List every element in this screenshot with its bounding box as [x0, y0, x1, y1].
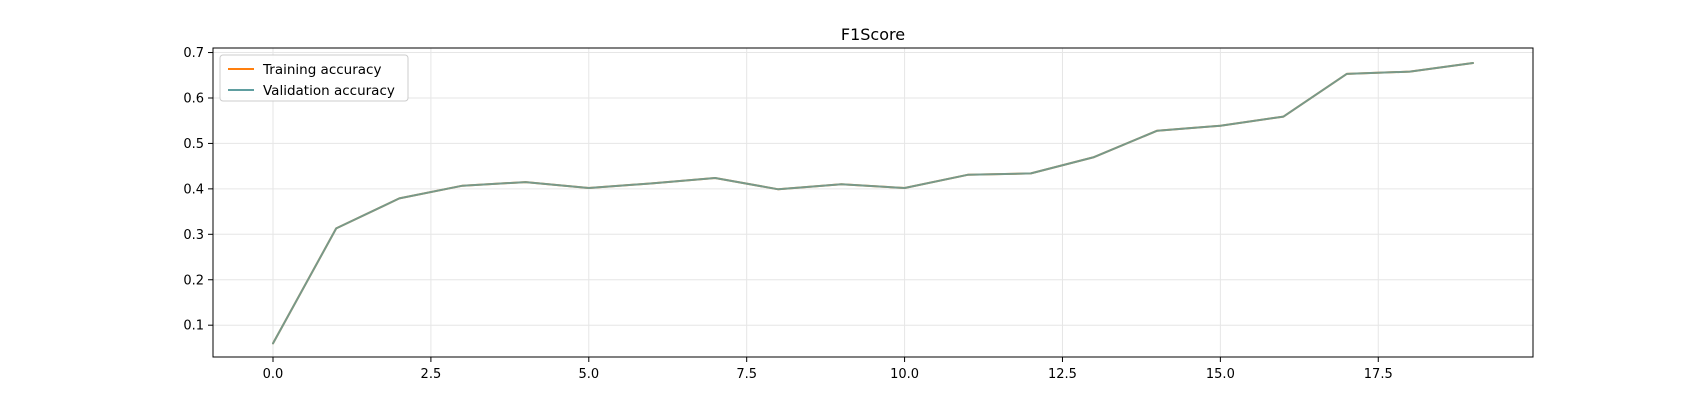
plot-frame — [212, 47, 1534, 358]
legend: Training accuracy Validation accuracy — [219, 54, 409, 102]
tick-layer: 0.0 2.5 5.0 7.5 10.0 12.5 15.0 17.5 0.1 0.2 0.3 0.4… — [183, 46, 1392, 382]
grid-layer — [213, 48, 1533, 357]
y-tick-label: 0.4 — [183, 182, 204, 197]
y-tick-label: 0.1 — [183, 319, 204, 334]
series-layer — [272, 62, 1474, 345]
y-tick-label: 0.5 — [183, 137, 204, 152]
series-line-validation — [272, 62, 1474, 345]
x-tick-label: 17.5 — [1364, 367, 1393, 382]
legend-box — [219, 54, 409, 102]
y-tick-label: 0.7 — [183, 46, 204, 61]
legend-label: Validation accuracy — [263, 83, 395, 99]
x-tick-label: 7.5 — [736, 367, 757, 382]
x-tick-label: 2.5 — [421, 367, 442, 382]
x-tick-label: 0.0 — [263, 367, 284, 382]
x-tick-label: 15.0 — [1206, 367, 1235, 382]
y-tick-label: 0.3 — [183, 228, 204, 243]
chart-title: F1Score — [841, 25, 905, 44]
legend-label: Training accuracy — [262, 62, 381, 78]
x-tick-label: 5.0 — [578, 367, 599, 382]
x-tick-label: 12.5 — [1048, 367, 1077, 382]
x-tick-label: 10.0 — [890, 367, 919, 382]
y-tick-label: 0.2 — [183, 273, 204, 288]
y-tick-label: 0.6 — [183, 91, 204, 106]
series-line-training — [272, 62, 1474, 345]
